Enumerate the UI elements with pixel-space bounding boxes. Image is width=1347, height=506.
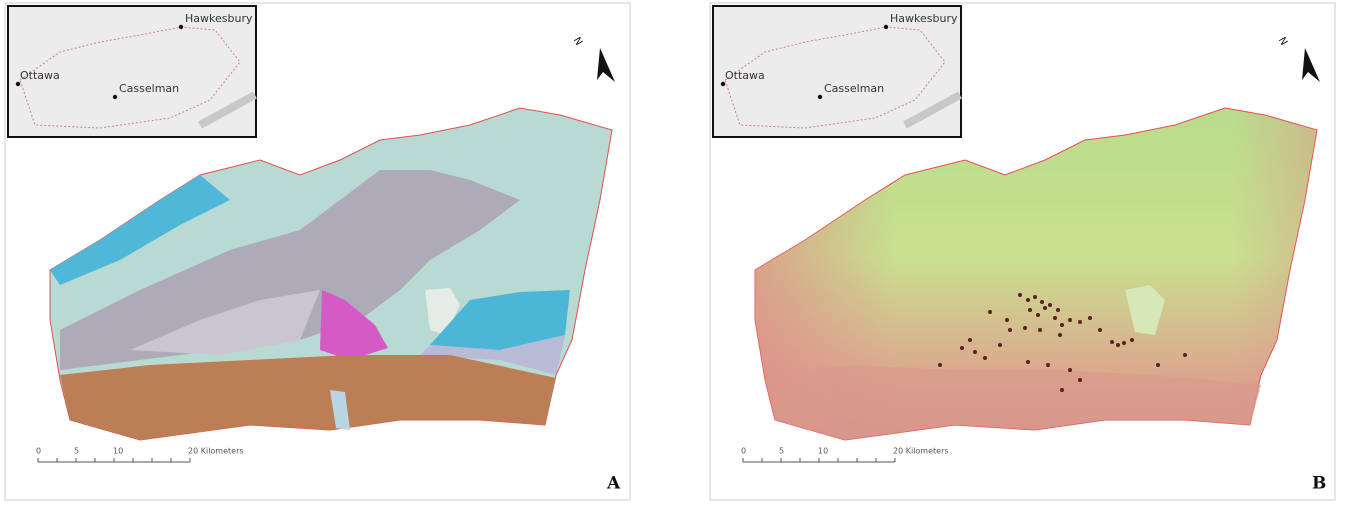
sample-point — [1023, 326, 1027, 330]
place-name: Casselman — [119, 82, 179, 95]
place-dot — [179, 25, 183, 29]
sample-point — [1028, 308, 1032, 312]
sample-point — [1060, 323, 1064, 327]
place-dot — [721, 82, 725, 86]
place-name: Ottawa — [725, 69, 765, 82]
sample-point — [1110, 340, 1114, 344]
sample-point — [998, 343, 1002, 347]
place-name: Ottawa — [20, 69, 60, 82]
scale-label: 10 — [113, 447, 123, 456]
sample-point — [938, 363, 942, 367]
sample-point — [983, 356, 987, 360]
scale-label: 10 — [818, 447, 828, 456]
sample-point — [1036, 313, 1040, 317]
place-dot — [884, 25, 888, 29]
sample-point — [1026, 298, 1030, 302]
sample-point — [1053, 316, 1057, 320]
sample-point — [1098, 328, 1102, 332]
place-name: Casselman — [824, 82, 884, 95]
sample-point — [1078, 320, 1082, 324]
place-name: Hawkesbury — [890, 12, 958, 25]
sample-point — [1122, 341, 1126, 345]
sample-point — [1060, 388, 1064, 392]
sample-point — [1068, 318, 1072, 322]
place-dot — [113, 95, 117, 99]
scale-label: 5 — [74, 447, 79, 456]
figure: HawkesburyOttawaCasselmanN051020 Kilomet… — [0, 0, 1347, 506]
sample-point — [1068, 368, 1072, 372]
sample-point — [1005, 318, 1009, 322]
sample-point — [1040, 300, 1044, 304]
scale-label: 20 Kilometers — [893, 447, 949, 456]
place-dot — [16, 82, 20, 86]
sample-point — [973, 350, 977, 354]
sample-point — [1056, 308, 1060, 312]
sample-point — [960, 346, 964, 350]
sample-point — [1043, 306, 1047, 310]
sample-point — [968, 338, 972, 342]
sample-point — [1078, 378, 1082, 382]
scale-label: 20 Kilometers — [188, 447, 244, 456]
sample-point — [1018, 293, 1022, 297]
sample-point — [1048, 303, 1052, 307]
sample-point — [1183, 353, 1187, 357]
sample-point — [1130, 338, 1134, 342]
sample-point — [1046, 363, 1050, 367]
sample-point — [1088, 316, 1092, 320]
panel-label: A — [606, 474, 621, 494]
place-dot — [818, 95, 822, 99]
sample-point — [1156, 363, 1160, 367]
sample-point — [1116, 343, 1120, 347]
scale-label: 5 — [779, 447, 784, 456]
panel-label: B — [1312, 474, 1326, 494]
sample-point — [1026, 360, 1030, 364]
place-name: Hawkesbury — [185, 12, 253, 25]
sample-point — [1038, 328, 1042, 332]
sample-point — [1033, 295, 1037, 299]
sample-point — [1058, 333, 1062, 337]
scale-label: 0 — [36, 447, 41, 456]
sample-point — [1008, 328, 1012, 332]
sample-point — [988, 310, 992, 314]
scale-label: 0 — [741, 447, 746, 456]
